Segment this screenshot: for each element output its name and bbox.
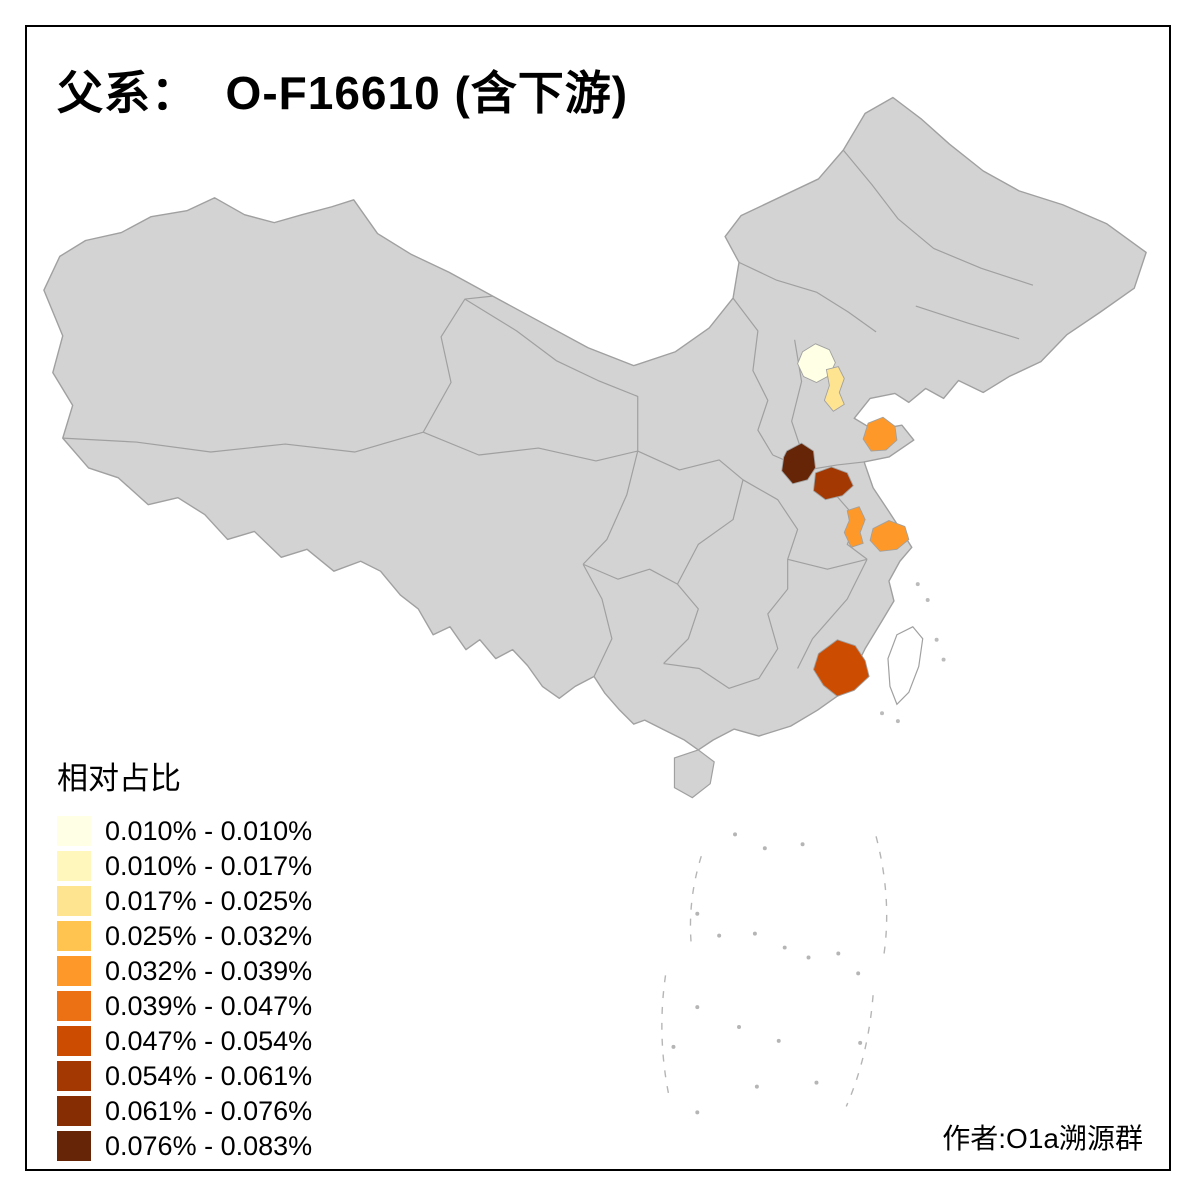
legend-item: 0.076% - 0.083% (57, 1129, 312, 1163)
legend-swatch (57, 1131, 91, 1161)
legend-title: 相对占比 (57, 761, 181, 796)
legend-swatch (57, 1061, 91, 1091)
coastal-islets (880, 582, 946, 724)
legend-label: 0.047% - 0.054% (105, 1025, 313, 1056)
legend-swatch (57, 1096, 91, 1126)
legend-item: 0.010% - 0.010% (57, 814, 312, 848)
legend-item: 0.061% - 0.076% (57, 1094, 312, 1128)
legend-label: 0.054% - 0.061% (105, 1060, 313, 1091)
hainan-island (673, 749, 715, 799)
legend-label: 0.032% - 0.039% (105, 955, 313, 986)
legend-item: 0.025% - 0.032% (57, 919, 312, 953)
china-mainland (43, 96, 1147, 751)
legend-swatch (57, 991, 91, 1021)
nine-dash-line (661, 836, 888, 1107)
region-shandong-east (862, 416, 898, 452)
taiwan-island (887, 626, 924, 706)
region-jiangsu-south (869, 520, 910, 552)
legend-label: 0.025% - 0.032% (105, 920, 313, 951)
legend-swatch (57, 851, 91, 881)
legend-label: 0.061% - 0.076% (105, 1095, 313, 1126)
legend-swatch (57, 956, 91, 986)
legend-swatch (57, 816, 91, 846)
legend-label: 0.039% - 0.047% (105, 990, 313, 1021)
plot-frame: 父系： O-F16610 (含下游) 相对占比 0.010% - 0.010% … (25, 25, 1171, 1171)
legend: 相对占比 0.010% - 0.010% 0.010% - 0.017% 0.0… (57, 753, 312, 1164)
legend-item: 0.047% - 0.054% (57, 1024, 312, 1058)
south-china-sea-islands (671, 832, 863, 1115)
region-jiangsu-central (843, 506, 866, 548)
plot-title: 父系： O-F16610 (含下游) (57, 67, 629, 119)
legend-item: 0.017% - 0.025% (57, 884, 312, 918)
credit-text: 作者:O1a溯源群 (942, 1123, 1143, 1154)
legend-items: 0.010% - 0.010% 0.010% - 0.017% 0.017% -… (57, 814, 312, 1163)
legend-item: 0.032% - 0.039% (57, 954, 312, 988)
region-shandong-west (781, 442, 816, 485)
region-tianjin (823, 366, 845, 412)
legend-label: 0.017% - 0.025% (105, 885, 313, 916)
region-fujian-coastal (813, 639, 870, 697)
legend-swatch (57, 921, 91, 951)
region-shandong-southwest (813, 466, 854, 501)
legend-label: 0.010% - 0.017% (105, 850, 313, 881)
legend-swatch (57, 886, 91, 916)
legend-label: 0.010% - 0.010% (105, 815, 313, 846)
legend-item: 0.054% - 0.061% (57, 1059, 312, 1093)
china-choropleth-map (43, 96, 1147, 1115)
legend-label: 0.076% - 0.083% (105, 1130, 313, 1161)
legend-item: 0.010% - 0.017% (57, 849, 312, 883)
legend-item: 0.039% - 0.047% (57, 989, 312, 1023)
legend-swatch (57, 1026, 91, 1056)
